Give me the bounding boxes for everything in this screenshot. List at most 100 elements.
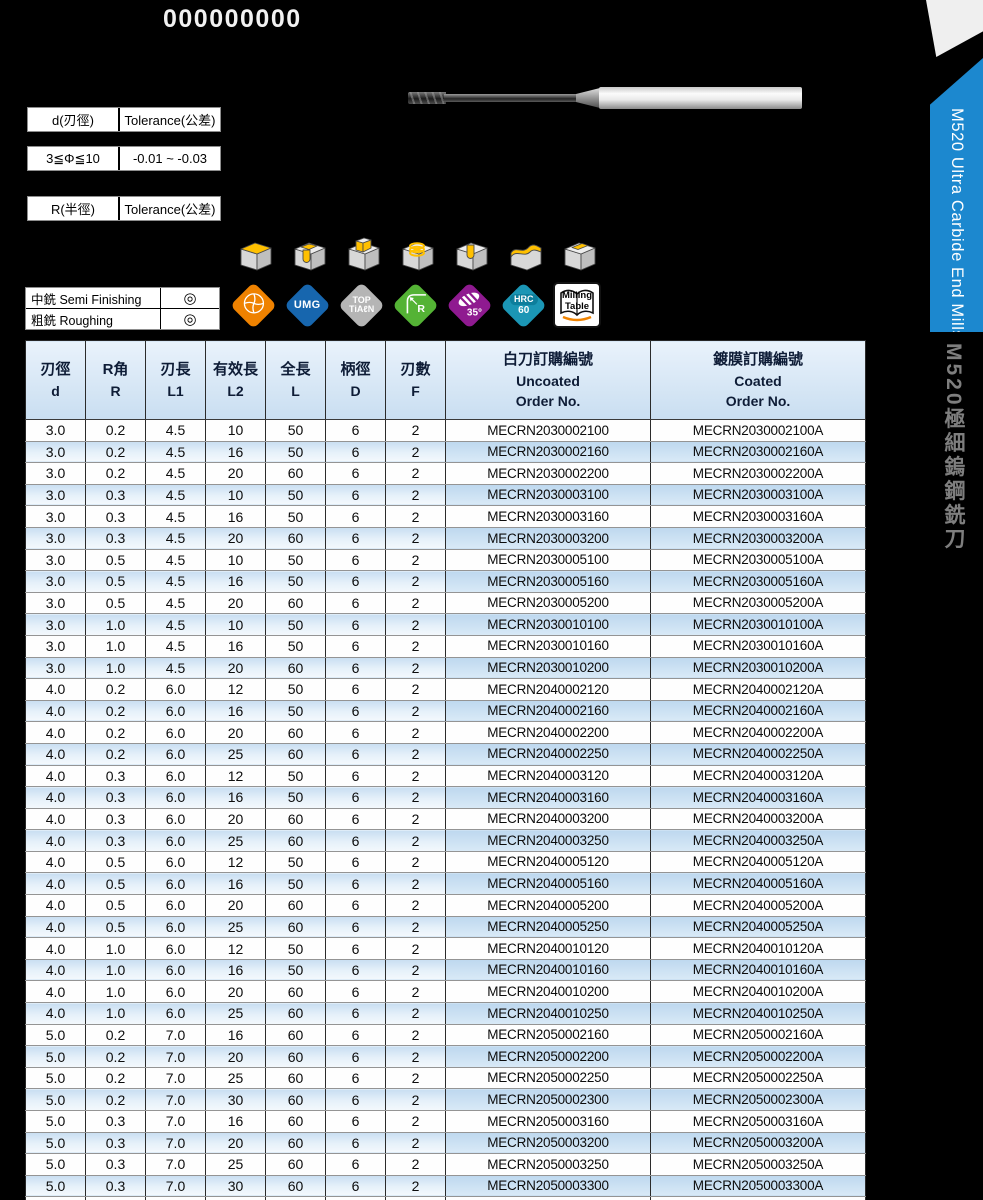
end-mill-photo bbox=[408, 84, 802, 112]
spec-value-cell: 2 bbox=[385, 657, 446, 680]
spec-value-cell: 5.0 bbox=[25, 1088, 86, 1111]
order-no-cell: MECRN2050002160A bbox=[650, 1024, 866, 1047]
spec-value-cell: 6 bbox=[325, 419, 386, 442]
spec-value-cell: 7.0 bbox=[145, 1132, 206, 1155]
spec-value-cell: 6 bbox=[325, 570, 386, 593]
table-row: 4.0 0.3 6.0 16 50 6 2 MECRN2040003160 MECRN20400… bbox=[25, 786, 866, 809]
spec-value-cell: 0.5 bbox=[85, 570, 146, 593]
spec-value-cell: 0.2 bbox=[85, 419, 146, 442]
spec-value-cell: 50 bbox=[265, 570, 326, 593]
milling-table-book-icon: Milling Table bbox=[553, 282, 601, 328]
spec-value-cell: 60 bbox=[265, 1002, 326, 1025]
spec-value-cell: 50 bbox=[265, 959, 326, 982]
spec-value-cell: 10 bbox=[205, 484, 266, 507]
helix-angle-badge: 35° bbox=[445, 281, 493, 329]
spec-value-cell: 6.0 bbox=[145, 808, 206, 831]
spec-value-cell: 50 bbox=[265, 635, 326, 658]
table-row: 3.0 0.2 4.5 20 60 6 2 MECRN2030002200 MECRN20300… bbox=[25, 462, 866, 485]
order-no-cell: MECRN2040003250 bbox=[445, 829, 651, 852]
spec-value-cell: 60 bbox=[265, 829, 326, 852]
table-row-partial bbox=[25, 1196, 866, 1200]
helical-milling-icon bbox=[395, 236, 435, 274]
spec-value-cell: 4.0 bbox=[25, 765, 86, 788]
spec-value-cell: 6 bbox=[325, 980, 386, 1004]
spec-value-cell: 6 bbox=[325, 1132, 386, 1155]
column-header: 全長 L bbox=[265, 340, 326, 420]
spec-value-cell: 50 bbox=[265, 937, 326, 960]
spec-value-cell: 20 bbox=[205, 592, 266, 615]
spec-value-cell: 6.0 bbox=[145, 765, 206, 788]
order-no-cell: MECRN2040003120A bbox=[650, 765, 866, 788]
table-row: 4.0 0.5 6.0 12 50 6 2 MECRN2040005120 MECRN20400… bbox=[25, 851, 866, 874]
order-no-cell: MECRN2050003160A bbox=[650, 1110, 866, 1133]
spec-value-cell: 6 bbox=[325, 743, 386, 766]
spec-value-cell: 60 bbox=[265, 527, 326, 550]
order-no-cell: MECRN2050003250A bbox=[650, 1153, 866, 1176]
spec-value-cell: 60 bbox=[265, 1110, 326, 1133]
spec-value-cell bbox=[265, 1196, 326, 1200]
spec-value-cell: 7.0 bbox=[145, 1024, 206, 1047]
order-no-cell: MECRN2030010100 bbox=[445, 613, 651, 636]
spec-value-cell: 60 bbox=[265, 1088, 326, 1111]
series-banner-title-en: M520 Ultra Carbide End Mills bbox=[948, 108, 966, 340]
end-mill-taper bbox=[576, 88, 600, 108]
svg-text:35°: 35° bbox=[466, 307, 481, 317]
spec-value-cell: 2 bbox=[385, 635, 446, 658]
spec-value-cell: 4.5 bbox=[145, 462, 206, 485]
spec-value-cell: 20 bbox=[205, 462, 266, 485]
order-no-cell: MECRN2030002200A bbox=[650, 462, 866, 485]
spec-value-cell: 0.2 bbox=[85, 462, 146, 485]
spec-value-cell: 6 bbox=[325, 462, 386, 485]
spec-value-cell: 2 bbox=[385, 700, 446, 723]
spec-value-cell: 6 bbox=[325, 808, 386, 831]
spec-value-cell: 6 bbox=[325, 872, 386, 896]
spec-value-cell: 0.2 bbox=[85, 743, 146, 766]
spec-value-cell: 16 bbox=[205, 505, 266, 528]
order-no-cell: MECRN2050003300 bbox=[445, 1175, 651, 1198]
spec-value-cell bbox=[650, 1196, 866, 1200]
spec-value-cell: 2 bbox=[385, 441, 446, 464]
spec-value-cell: 6 bbox=[325, 635, 386, 658]
table-row: 4.0 1.0 6.0 12 50 6 2 MECRN2040010120 MECRN20400… bbox=[25, 937, 866, 960]
spec-value-cell: 0.5 bbox=[85, 851, 146, 874]
spec-value-cell: 30 bbox=[205, 1088, 266, 1111]
spec-value-cell: 10 bbox=[205, 419, 266, 442]
table-row: 4.0 0.5 6.0 16 50 6 2 MECRN2040005160 MECRN20400… bbox=[25, 872, 866, 896]
order-no-cell: MECRN2040010120 bbox=[445, 937, 651, 960]
table-row: 3.0 0.2 4.5 10 50 6 2 MECRN2030002100 MECRN20300… bbox=[25, 419, 866, 442]
product-table: 刃徑 d R角 R 刃長 L1 有效長 L2 全長 L 柄徑 D 刃數 F 白刀訂購編號 Uncoated Or… bbox=[25, 340, 866, 1200]
order-no-cell: MECRN2030005200A bbox=[650, 592, 866, 615]
spec-value-cell: 6.0 bbox=[145, 959, 206, 982]
spec-value-cell: 6.0 bbox=[145, 851, 206, 874]
spec-value-cell: 6 bbox=[325, 484, 386, 507]
spec-value-cell: 60 bbox=[265, 916, 326, 939]
spec-value-cell: 16 bbox=[205, 570, 266, 593]
spec-value-cell: 20 bbox=[205, 1045, 266, 1068]
order-no-cell: MECRN2040005250 bbox=[445, 916, 651, 939]
spec-value-cell: 2 bbox=[385, 1067, 446, 1090]
spec-value-cell bbox=[445, 1196, 651, 1200]
spec-value-cell: 6.0 bbox=[145, 743, 206, 766]
spec-value-cell: 6 bbox=[325, 613, 386, 636]
order-no-cell: MECRN2040010160 bbox=[445, 959, 651, 982]
spec-value-cell: 6 bbox=[325, 441, 386, 464]
spec-value-cell: 4.0 bbox=[25, 980, 86, 1004]
order-no-cell: MECRN2040002120A bbox=[650, 678, 866, 701]
spec-value-cell: 2 bbox=[385, 980, 446, 1004]
spec-value-cell: 5.0 bbox=[25, 1153, 86, 1176]
corner-radius-badge: R bbox=[391, 281, 439, 329]
spec-value-cell: 6 bbox=[325, 1088, 386, 1111]
spec-value-cell: 60 bbox=[265, 894, 326, 917]
spec-value-cell: 50 bbox=[265, 786, 326, 809]
diameter-tolerance-value: 3≦Φ≦10 -0.01 ~ -0.03 bbox=[27, 146, 221, 171]
table-row: 5.0 0.2 7.0 20 60 6 2 MECRN2050002200 MECRN20500… bbox=[25, 1045, 866, 1068]
spec-value-cell: 2 bbox=[385, 765, 446, 788]
spec-value-cell: 12 bbox=[205, 851, 266, 874]
spec-value-cell: 2 bbox=[385, 872, 446, 896]
spec-value-cell: 2 bbox=[385, 1045, 446, 1068]
spec-value-cell: 4.5 bbox=[145, 441, 206, 464]
spec-value-cell: 0.3 bbox=[85, 484, 146, 507]
spec-value-cell: 4.0 bbox=[25, 678, 86, 701]
spec-cell: 3≦Φ≦10 bbox=[28, 147, 120, 170]
order-no-cell: MECRN2030005100 bbox=[445, 549, 651, 572]
